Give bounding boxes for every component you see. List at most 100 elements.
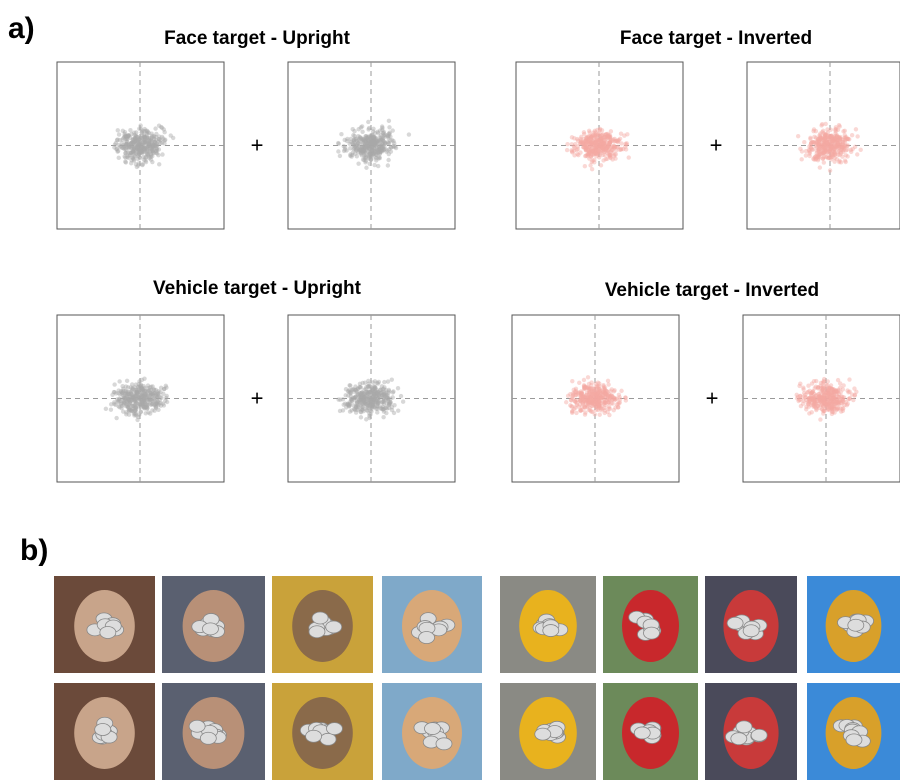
fixation-dot (378, 388, 382, 392)
fixation-dot (116, 128, 120, 132)
fixation-dot (372, 147, 376, 151)
fixation-dot (385, 148, 389, 152)
fixation-marker (535, 728, 551, 740)
fixation-dot (597, 404, 601, 408)
fixation-dot (162, 141, 166, 145)
fixation-dot (622, 133, 626, 137)
fixation-dot (854, 127, 858, 131)
fixation-dot (114, 416, 118, 420)
fixation-dot (377, 398, 381, 402)
fixation-dot (144, 411, 148, 415)
fixation-dot (606, 382, 610, 386)
fixation-dot (578, 398, 582, 402)
scatter-panels: Face target - Upright+Face target - Inve… (57, 28, 900, 482)
fixation-dot (796, 134, 800, 138)
fixation-dot (837, 392, 841, 396)
plot-title: Vehicle target - Inverted (605, 280, 819, 301)
fixation-dot (843, 158, 847, 162)
fixation-dot (127, 409, 131, 413)
stimulus-image (603, 576, 698, 673)
fixation-dot (809, 146, 813, 150)
fixation-dot (818, 165, 822, 169)
fixation-dot (618, 397, 622, 401)
fixation-dot (377, 155, 381, 159)
fixation-dot (124, 384, 128, 388)
fixation-marker (424, 723, 440, 735)
fixation-dot (396, 408, 400, 412)
fixation-dot (364, 166, 368, 170)
fixation-dot (824, 155, 828, 159)
fixation-dot (606, 379, 610, 383)
fixation-dot (606, 144, 610, 148)
fixation-dot (609, 394, 613, 398)
fixation-dot (828, 168, 832, 172)
fixation-dot (117, 398, 121, 402)
fixation-dot (814, 129, 818, 133)
fixation-dot (145, 404, 149, 408)
fixation-dot (594, 135, 598, 139)
fixation-dot (624, 147, 628, 151)
fixation-marker (846, 734, 862, 746)
fixation-dot (386, 158, 390, 162)
fixation-marker (326, 723, 342, 735)
fixation-dot (612, 152, 616, 156)
fixation-dot (156, 392, 160, 396)
fixation-dot (564, 400, 568, 404)
fixation-dot (850, 133, 854, 137)
fixation-dot (150, 408, 154, 412)
fixation-dot (805, 390, 809, 394)
fixation-dot (125, 404, 129, 408)
fixation-dot (136, 141, 140, 145)
stimulus-image (272, 683, 373, 780)
fixation-dot (839, 137, 843, 141)
fixation-dot (368, 153, 372, 157)
fixation-dot (141, 148, 145, 152)
fixation-dot (833, 143, 837, 147)
fixation-dot (356, 138, 360, 142)
fixation-dot (377, 139, 381, 143)
fixation-dot (593, 151, 597, 155)
fixation-dot (391, 390, 395, 394)
fixation-dot (382, 380, 386, 384)
separator: + (251, 385, 264, 410)
fixation-dot (390, 377, 394, 381)
fixation-dot (837, 123, 841, 127)
fixation-dot (123, 130, 127, 134)
fixation-dot (155, 147, 159, 151)
fixation-dot (566, 394, 570, 398)
fixation-dot (828, 151, 832, 155)
fixation-dot (358, 409, 362, 413)
fixation-dot (583, 398, 587, 402)
fixation-dot (594, 382, 598, 386)
stimulus-image (807, 576, 900, 673)
plot-title: Vehicle target - Upright (153, 278, 362, 299)
fixation-dot (625, 141, 629, 145)
fixation-dot (115, 137, 119, 141)
fixation-dot (831, 396, 835, 400)
fixation-dot (811, 399, 815, 403)
fixation-dot (146, 383, 150, 387)
fixation-marker (751, 729, 767, 741)
fixation-dot (117, 156, 121, 160)
fixation-dot (627, 155, 631, 159)
fixation-dot (147, 143, 151, 147)
fixation-dot (623, 395, 627, 399)
fixation-dot (339, 132, 343, 136)
fixation-dot (380, 148, 384, 152)
fixation-dot (812, 404, 816, 408)
fixation-dot (845, 154, 849, 158)
fixation-dot (115, 149, 119, 153)
fixation-dot (801, 385, 805, 389)
fixation-dot (814, 379, 818, 383)
fixation-dot (584, 153, 588, 157)
fixation-dot (592, 393, 596, 397)
fixation-dot (351, 127, 355, 131)
fixation-dot (838, 381, 842, 385)
stimulus-images (54, 576, 900, 780)
fixation-marker (309, 626, 325, 638)
fixation-dot (605, 410, 609, 414)
fixation-dot (364, 389, 368, 393)
fixation-dot (386, 134, 390, 138)
fixation-dot (363, 381, 367, 385)
fixation-dot (132, 138, 136, 142)
